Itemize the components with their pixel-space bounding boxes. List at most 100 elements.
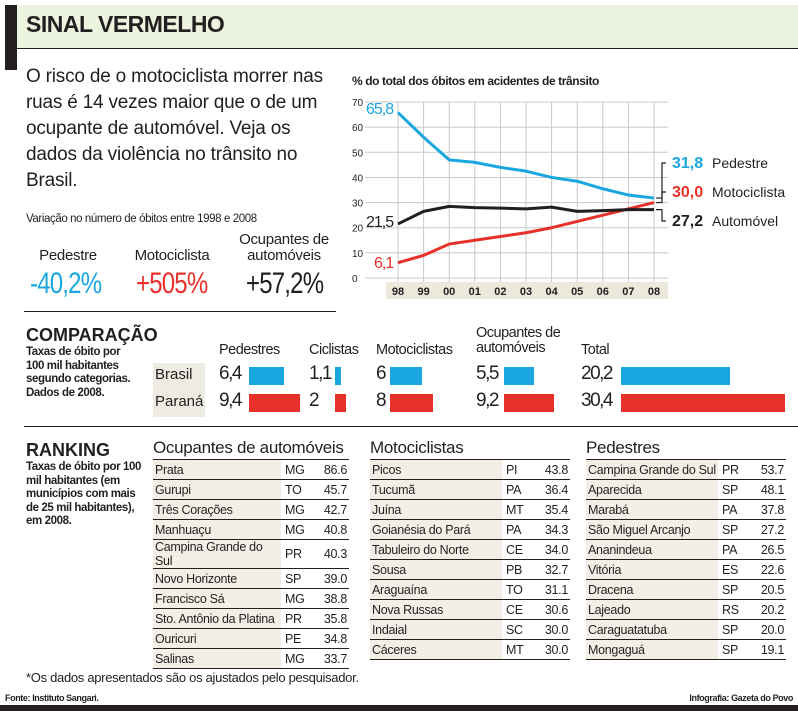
city-cell: Dracena — [586, 579, 718, 600]
table-row: Dracena SP 20.5 — [586, 579, 786, 600]
rate-cell: 35.4 — [532, 499, 570, 520]
source: Fonte: Instituto Sangari. — [5, 693, 99, 703]
comparison-value: 1,1 — [309, 363, 332, 384]
table-row: Tucumã PA 36.4 — [370, 479, 570, 500]
rate-cell: 34.3 — [532, 519, 570, 540]
city-cell: Francisco Sá — [153, 588, 281, 609]
city-cell: São Miguel Arcanjo — [586, 519, 718, 540]
variation-category: Ocupantes de automóveis — [239, 231, 329, 264]
state-cell: PA — [718, 539, 748, 560]
comparison-value: 9,4 — [219, 390, 242, 411]
comparison-value: 30,4 — [581, 390, 613, 411]
state-cell: PA — [718, 499, 748, 520]
city-cell: Juína — [370, 499, 502, 520]
y-tick-label: 0 — [352, 274, 358, 285]
rate-cell: 31.1 — [532, 579, 570, 600]
city-cell: Goianésia do Pará — [370, 519, 502, 540]
comparison-bar — [504, 367, 534, 385]
table-row: Aparecida SP 48.1 — [586, 479, 786, 500]
rate-cell: 40.8 — [311, 519, 349, 540]
city-cell: Três Corações — [153, 499, 281, 520]
state-cell: RS — [718, 599, 748, 620]
city-cell: Tabuleiro do Norte — [370, 539, 502, 560]
state-cell: SP — [281, 568, 311, 589]
comparison-bar — [504, 394, 554, 412]
variation-value: +57,2% — [246, 267, 324, 300]
rate-cell: 26.5 — [748, 539, 786, 560]
rate-cell: 38.8 — [311, 588, 349, 609]
state-cell: MG — [281, 499, 311, 520]
variation-label: Variação no número de óbitos entre 1998 … — [26, 213, 257, 225]
bottom-bar — [0, 705, 798, 711]
ranking-table: Ocupantes de automóveis Prata MG 86.6 Gu… — [153, 438, 349, 669]
series-start-label: 6,1 — [374, 255, 394, 272]
table-row: Salinas MG 33.7 — [153, 648, 349, 669]
y-tick-label: 20 — [352, 224, 364, 235]
column-header: Total — [581, 342, 610, 358]
variation-value: -40,2% — [30, 267, 102, 300]
table-row: Araguaína TO 31.1 — [370, 579, 570, 600]
x-axis-band — [386, 282, 668, 299]
comparison-bar — [249, 394, 300, 412]
series-end-label: 31,8 — [672, 155, 703, 172]
rate-cell: 43.8 — [532, 459, 570, 480]
rate-cell: 20.2 — [748, 599, 786, 620]
city-cell: Mongaguá — [586, 639, 718, 660]
table-row: Cáceres MT 30.0 — [370, 639, 570, 660]
ranking-table: Pedestres Campina Grande do Sul PR 53.7 … — [586, 438, 786, 660]
rate-cell: 30.0 — [532, 619, 570, 640]
x-tick-label: 05 — [571, 286, 583, 298]
rate-cell: 22.6 — [748, 559, 786, 580]
comparison-bar — [621, 367, 731, 385]
state-cell: PR — [281, 608, 311, 629]
state-cell: PA — [502, 479, 532, 500]
line-chart: 0 10 20 30 40 50 60 70 98 99 00 01 02 03 04 05 06 07 08 65,… — [352, 98, 785, 299]
state-cell: TO — [281, 479, 311, 500]
table-row: Campina Grande do Sul PR 40.3 — [153, 539, 349, 569]
rate-cell: 40.3 — [311, 539, 349, 569]
rate-cell: 37.8 — [748, 499, 786, 520]
table-row: Indaial SC 30.0 — [370, 619, 570, 640]
table-row: Manhuaçu MG 40.8 — [153, 519, 349, 540]
rate-cell: 53.7 — [748, 459, 786, 480]
state-cell: SP — [718, 579, 748, 600]
state-cell: PA — [502, 519, 532, 540]
table-title: Motociclistas — [370, 438, 464, 457]
x-tick-label: 00 — [443, 286, 455, 298]
rate-cell: 33.7 — [311, 648, 349, 669]
state-cell: CE — [502, 539, 532, 560]
comparison-description: Taxas de óbito por 100 mil habitantes se… — [26, 346, 131, 399]
row-label-bg — [153, 363, 205, 417]
city-cell: Manhuaçu — [153, 519, 281, 540]
comparison-bar — [390, 367, 423, 385]
table-row: Três Corações MG 42.7 — [153, 499, 349, 520]
ranking-table: Motociclistas Picos PI 43.8 Tucumã PA 36… — [370, 438, 570, 660]
series-start-label: 21,5 — [366, 214, 394, 231]
table-title: Ocupantes de automóveis — [153, 438, 344, 457]
state-cell: PR — [718, 459, 748, 480]
series-end-label: 27,2 — [672, 213, 703, 230]
table-row: Picos PI 43.8 — [370, 459, 570, 480]
comparison-value: 5,5 — [476, 363, 499, 384]
rate-cell: 27.2 — [748, 519, 786, 540]
series-end-label: 30,0 — [672, 184, 703, 201]
table-row: Goianésia do Pará PA 34.3 — [370, 519, 570, 540]
city-cell: Araguaína — [370, 579, 502, 600]
rate-cell: 36.4 — [532, 479, 570, 500]
comparison-value: 6 — [376, 363, 387, 384]
comparison-value: 6,4 — [219, 363, 242, 384]
city-cell: Cáceres — [370, 639, 502, 660]
state-cell: TO — [502, 579, 532, 600]
city-cell: Caraguatatuba — [586, 619, 718, 640]
city-cell: Picos — [370, 459, 502, 480]
table-row: Marabá PA 37.8 — [586, 499, 786, 520]
rate-cell: 48.1 — [748, 479, 786, 500]
state-cell: PB — [502, 559, 532, 580]
city-cell: Aparecida — [586, 479, 718, 500]
comparison-value: 2 — [309, 390, 320, 411]
divider — [24, 426, 798, 427]
credit: Infografia: Gazeta do Povo — [689, 693, 793, 703]
series-name: Pedestre — [712, 155, 768, 171]
state-cell: ES — [718, 559, 748, 580]
state-cell: MT — [502, 639, 532, 660]
